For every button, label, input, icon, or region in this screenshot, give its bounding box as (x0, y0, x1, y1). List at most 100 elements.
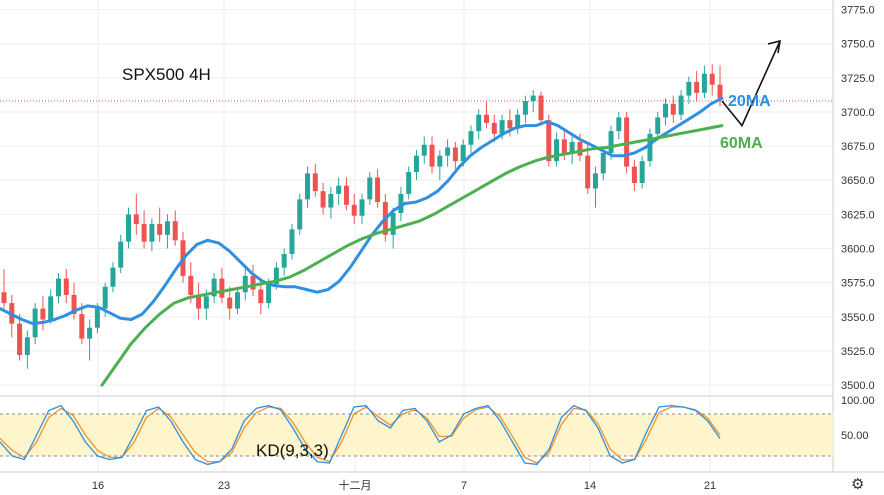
candle (639, 155, 645, 189)
candle (476, 109, 482, 140)
candle (110, 262, 116, 293)
price-tick-label: 3500.0 (841, 380, 875, 392)
candle-body (320, 191, 326, 208)
candle-body (110, 267, 116, 287)
candle (452, 142, 458, 170)
price-tick-label: 3750.0 (841, 39, 875, 51)
kd-k-line (0, 404, 721, 466)
candle-body (468, 131, 474, 145)
candle (406, 166, 412, 200)
kd-axis-labels: 100.00 50.00 (841, 395, 875, 442)
candle-body (655, 117, 661, 134)
candle-body (507, 120, 513, 129)
candle-body (289, 229, 295, 254)
candle (312, 163, 318, 197)
candle-body (709, 73, 715, 85)
candle-body (530, 95, 536, 102)
candle (484, 101, 490, 129)
candle-body (515, 114, 521, 129)
kd-tick-label: 100.00 (841, 395, 875, 407)
candle (367, 172, 373, 205)
candle-body (701, 73, 707, 93)
candle-body (281, 253, 287, 268)
candle (686, 76, 692, 104)
candle-body (133, 214, 139, 224)
candle (631, 159, 637, 192)
candle-body (149, 223, 155, 242)
candle (421, 136, 427, 164)
price-tick-label: 3525.0 (841, 346, 875, 358)
candle (538, 91, 544, 126)
candle-body (71, 294, 77, 315)
candle (694, 71, 700, 102)
candle (647, 128, 653, 167)
candle-body (476, 114, 482, 132)
candle-body (141, 223, 147, 242)
candle (320, 182, 326, 215)
candle-body (273, 267, 279, 285)
candle (63, 269, 69, 304)
candle-body (390, 213, 396, 235)
candle-body (398, 193, 404, 214)
candle (164, 214, 170, 249)
candle (149, 218, 155, 252)
candle-body (55, 278, 61, 297)
candle (336, 177, 342, 205)
candle (55, 273, 61, 304)
candle-body (297, 199, 303, 230)
candle (351, 193, 357, 224)
time-tick-label: 14 (584, 480, 596, 492)
candle-body (203, 296, 209, 309)
candle-body (234, 292, 240, 309)
candle-body (351, 204, 357, 216)
kd-band (0, 414, 833, 456)
candle-body (717, 84, 723, 99)
candle-body (522, 101, 528, 115)
price-tick-label: 3550.0 (841, 312, 875, 324)
ma60-line (100, 124, 724, 387)
candle-body (367, 177, 373, 200)
candle-body (647, 133, 653, 162)
candle (133, 193, 139, 235)
price-axis-labels: 3500.0 3525.0 3550.0 3575.0 3600.0 3625.0 3650… (841, 5, 875, 393)
ma-lines (0, 96, 724, 387)
candle (678, 90, 684, 121)
candle (17, 314, 23, 361)
candle (328, 187, 334, 219)
candle-body (118, 241, 124, 268)
candle (196, 282, 202, 320)
candle-body (172, 221, 178, 241)
candle (242, 269, 248, 301)
candle (554, 132, 560, 167)
candle-body (359, 199, 365, 216)
gear-icon[interactable]: ⚙ (851, 475, 864, 493)
candle-body (631, 166, 637, 183)
candle-body (157, 223, 163, 235)
candle-body (499, 120, 505, 134)
candle-body (694, 81, 700, 93)
candle-body (196, 294, 202, 309)
candle (219, 267, 225, 304)
candle-body (413, 155, 419, 173)
candle (569, 136, 575, 164)
candle (530, 90, 536, 112)
candle-body (561, 139, 567, 153)
candle-body (592, 173, 598, 189)
candle (71, 282, 77, 320)
price-tick-label: 3700.0 (841, 107, 875, 119)
candle-body (258, 289, 264, 304)
candle-body (452, 147, 458, 162)
price-tick-label: 3650.0 (841, 175, 875, 187)
chart-title: SPX500 4H (122, 65, 211, 84)
price-tick-label: 3775.0 (841, 5, 875, 17)
candle-body (429, 144, 435, 167)
candle (522, 95, 528, 123)
candle (227, 286, 233, 320)
candle-body (375, 177, 381, 203)
candle-body (678, 95, 684, 115)
candle-body (24, 337, 30, 356)
candle (40, 296, 46, 331)
time-tick-label: 21 (704, 480, 716, 492)
